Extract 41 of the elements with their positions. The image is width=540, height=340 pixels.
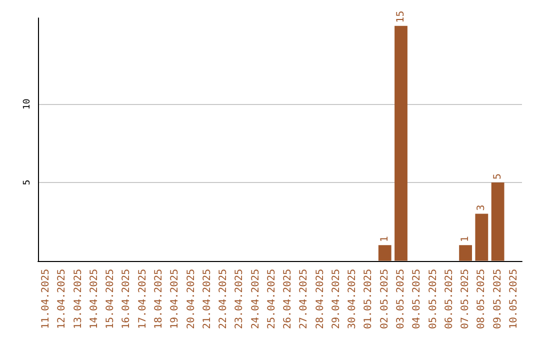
- x-tick-label: 02.05.2025: [379, 268, 390, 330]
- x-tick-label: 28.04.2025: [314, 268, 326, 330]
- x-tick-label: 10.05.2025: [508, 268, 520, 330]
- x-tick-label: 26.04.2025: [282, 268, 294, 330]
- x-tick-label: 25.04.2025: [266, 268, 278, 330]
- x-tick-label: 20.04.2025: [186, 268, 197, 330]
- x-tick-label: 17.04.2025: [137, 268, 148, 330]
- x-tick-label: 12.04.2025: [56, 268, 68, 330]
- bar: [394, 26, 408, 261]
- x-tick-label: 24.04.2025: [250, 268, 262, 330]
- x-tick-label: 04.05.2025: [412, 268, 423, 330]
- x-tick-label: 06.05.2025: [444, 268, 455, 330]
- data-label: 5: [492, 173, 504, 180]
- data-label: 1: [460, 236, 472, 242]
- bar: [475, 214, 488, 261]
- x-tick-label: 03.05.2025: [396, 268, 406, 330]
- x-tick-label: 13.04.2025: [72, 268, 84, 330]
- x-tick-label: 05.05.2025: [428, 268, 439, 330]
- x-tick-label: 11.04.2025: [40, 268, 52, 330]
- x-tick-label: 30.04.2025: [347, 268, 358, 330]
- x-tick-label: 23.04.2025: [234, 268, 246, 330]
- x-tick-label: 14.04.2025: [88, 268, 100, 330]
- data-label: 15: [396, 10, 406, 23]
- bar: [378, 245, 392, 261]
- x-tick-label: 01.05.2025: [363, 268, 374, 330]
- data-label: 3: [476, 204, 488, 211]
- x-tick-label: 27.04.2025: [298, 268, 310, 330]
- y-tick-label: 10: [22, 98, 32, 110]
- x-tick-label: 18.04.2025: [154, 268, 164, 330]
- x-tick-label: 29.04.2025: [330, 268, 342, 330]
- x-tick-label: 09.05.2025: [492, 268, 504, 330]
- bar: [459, 245, 472, 261]
- bar: [491, 182, 504, 261]
- x-tick-label: 19.04.2025: [170, 268, 181, 330]
- x-tick-label: 08.05.2025: [476, 268, 488, 330]
- x-tick-label: 21.04.2025: [202, 268, 213, 330]
- x-tick-label: 22.04.2025: [218, 268, 230, 330]
- x-tick-label: 07.05.2025: [460, 268, 472, 330]
- x-tick-label: 16.04.2025: [121, 268, 132, 330]
- x-tick-label: 15.04.2025: [105, 268, 116, 330]
- data-label: 1: [379, 236, 390, 242]
